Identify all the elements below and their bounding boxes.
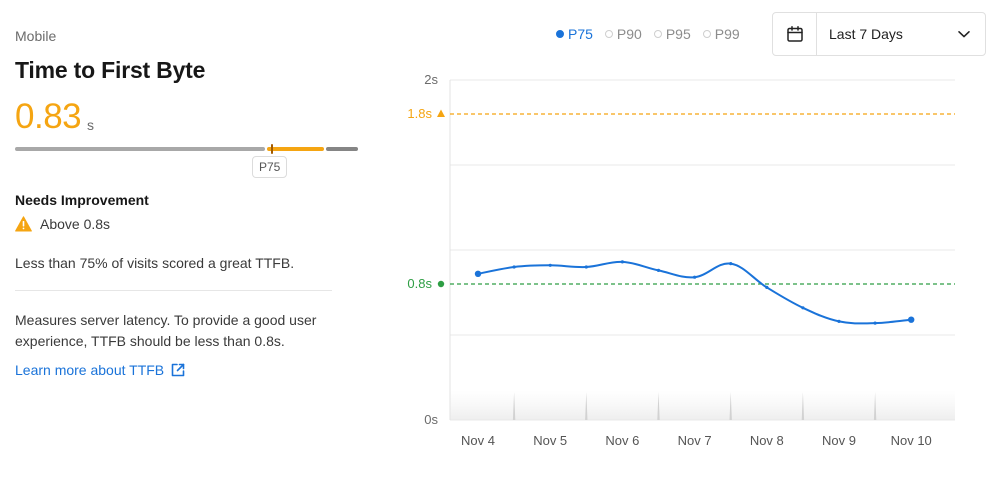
series-point <box>620 260 624 264</box>
legend-label: P99 <box>714 26 740 42</box>
metric-unit: s <box>87 117 94 133</box>
x-tick-label: Nov 10 <box>891 433 932 448</box>
x-tick-label: Nov 9 <box>822 433 856 448</box>
x-tick-label: Nov 6 <box>605 433 639 448</box>
series-point <box>908 316 915 323</box>
warning-triangle-icon <box>15 216 32 232</box>
learn-more-label: Learn more about TTFB <box>15 362 165 378</box>
learn-more-link[interactable]: Learn more about TTFB <box>15 362 186 378</box>
score-segment-needs-improvement <box>267 147 324 151</box>
series-point <box>693 275 697 279</box>
legend-dot <box>702 30 711 38</box>
x-tick-spike <box>729 392 732 420</box>
calendar-icon <box>786 26 803 42</box>
divider <box>15 290 332 291</box>
legend-label: P75 <box>568 26 593 42</box>
legend-item-p95[interactable]: P95 <box>653 26 691 42</box>
threshold-row: Above 0.8s <box>15 216 110 232</box>
x-tick-spike <box>873 392 877 420</box>
legend-item-p99[interactable]: P99 <box>702 26 740 42</box>
series-point <box>837 319 841 323</box>
threshold-label: 1.8s <box>407 106 432 121</box>
date-range-select[interactable]: Last 7 Days <box>772 12 986 56</box>
plot-bottom-fade <box>450 390 955 420</box>
series-point <box>548 263 552 267</box>
threshold-marker-circle <box>437 280 445 288</box>
series-point <box>729 262 733 266</box>
p75-marker <box>271 144 273 154</box>
series-line-p75 <box>477 260 913 325</box>
x-tick-spike <box>585 392 588 420</box>
device-label: Mobile <box>15 28 57 44</box>
score-distribution-bar <box>15 144 358 154</box>
legend-item-p75[interactable]: P75 <box>556 26 593 42</box>
score-segment-poor <box>326 147 358 151</box>
calendar-button[interactable] <box>773 13 817 55</box>
legend-dot <box>604 30 613 38</box>
metric-value: 0.83 <box>15 97 82 136</box>
description-text: Measures server latency. To provide a go… <box>15 312 317 349</box>
y-tick-label: 2s <box>424 72 438 87</box>
y-tick-label: 0s <box>424 412 438 427</box>
ttfb-line-chart: 0s 2s 1.8s 0.8s Nov 4 Nov 5 Nov 6 Nov 7 Nov 8 Nov… <box>407 72 955 448</box>
x-tick-spike <box>512 392 516 420</box>
series-point <box>801 306 805 310</box>
series-point <box>512 265 516 269</box>
series-point <box>474 270 482 277</box>
summary-text: Less than 75% of visits scored a great T… <box>15 255 295 271</box>
legend-dot <box>653 30 662 38</box>
x-tick-label: Nov 7 <box>678 433 712 448</box>
legend-label: P90 <box>616 26 642 42</box>
x-tick-spike <box>801 392 805 420</box>
threshold-text: Above 0.8s <box>40 216 111 232</box>
series-point <box>584 265 588 269</box>
x-tick-spike <box>657 392 660 420</box>
x-tick-label: Nov 8 <box>750 433 784 448</box>
percentile-legend: P75 P90 P95 P99 <box>556 26 740 42</box>
series-point <box>765 285 769 289</box>
series-point <box>656 268 661 272</box>
threshold-label: 0.8s <box>407 276 432 291</box>
series-point <box>873 321 877 325</box>
legend-label: P95 <box>665 26 691 42</box>
legend-item-p90[interactable]: P90 <box>604 26 642 42</box>
x-tick-label: Nov 5 <box>533 433 567 448</box>
date-range-label[interactable]: Last 7 Days <box>829 26 903 42</box>
threshold-marker-triangle <box>437 109 445 117</box>
x-tick-label: Nov 4 <box>461 433 495 448</box>
p75-tag: P75 <box>252 156 288 178</box>
score-segment-good <box>15 147 265 151</box>
legend-dot <box>556 30 564 38</box>
metric-title: Time to First Byte <box>15 57 206 83</box>
chevron-down-icon[interactable] <box>957 27 971 41</box>
external-link-icon <box>171 363 185 377</box>
status-heading: Needs Improvement <box>15 192 149 208</box>
